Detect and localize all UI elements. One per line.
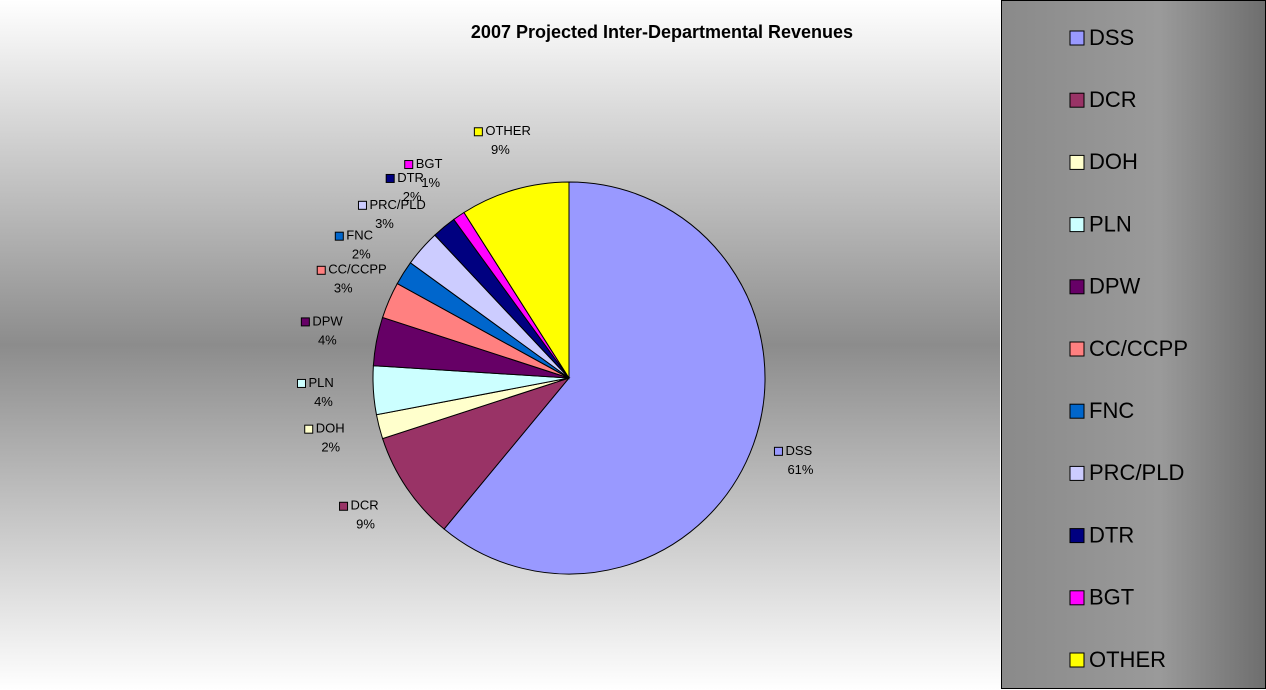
legend-swatch [1069,590,1085,606]
legend-swatch [1069,92,1085,108]
slice-label: PRC/PLD [369,197,425,212]
legend-swatch [1069,217,1085,233]
legend-label: CC/CCPP [1089,336,1188,361]
slice-value-label: 9% [491,142,510,157]
legend-label: FNC [1089,398,1134,423]
slice-value-label: 2% [403,189,422,204]
pie: DSS61%DCR9%DOH2%PLN4%DPW4%CC/CCPP3%FNC2%… [296,123,814,575]
label-marker [404,160,414,170]
slice-value-label: 2% [352,247,371,262]
slice-value-label: 3% [334,281,353,296]
legend-label: DOH [1089,149,1138,174]
label-marker [385,173,395,183]
slice-label: BGT [416,156,443,171]
legend-label: DSS [1089,25,1134,50]
legend-swatch [1069,652,1085,668]
legend-swatch [1069,465,1085,481]
pie-slice [443,181,766,575]
label-marker [296,378,306,388]
legend-label: PRC/PLD [1089,460,1184,485]
legend-label: BGT [1089,585,1134,610]
legend-label: DCR [1089,87,1137,112]
label-marker [773,446,783,456]
slice-label: DCR [351,498,379,513]
chart-title: 2007 Projected Inter-Departmental Revenu… [471,22,853,42]
legend-box [1001,0,1266,689]
slice-label: DPW [312,313,343,328]
label-marker [357,200,367,210]
label-marker [473,127,483,137]
label-marker [304,424,314,434]
legend-swatch [1069,154,1085,170]
legend-swatch [1069,528,1085,544]
slice-label: FNC [346,228,373,243]
slice-value-label: 4% [314,394,333,409]
legend-swatch [1069,341,1085,357]
legend: DSS DCR DOH PLN DPW CC/CCPP FNC PRC/PLD DTR BGT OT… [1069,25,1188,672]
label-marker [300,317,310,327]
legend-label: DTR [1089,522,1134,547]
slice-value-label: 61% [787,462,813,477]
legend-label: PLN [1089,211,1132,236]
slice-label: DOH [316,421,345,436]
slice-value-label: 9% [356,517,375,532]
slice-value-label: 3% [375,216,394,231]
legend-swatch [1069,30,1085,46]
slice-label: DSS [785,443,812,458]
pie-slice [381,376,571,530]
legend-label: DPW [1089,274,1141,299]
slice-label: DTR [397,170,424,185]
legend-label: OTHER [1089,647,1166,672]
label-marker [316,265,326,275]
slice-label: CC/CCPP [328,262,387,277]
slice-value-label: 4% [318,332,337,347]
label-marker [339,501,349,511]
slice-value-label: 2% [321,440,340,455]
legend-swatch [1069,279,1085,295]
slice-label: OTHER [485,123,530,138]
legend-swatch [1069,403,1085,419]
label-marker [334,231,344,241]
slice-value-label: 1% [421,175,440,190]
pie-slice [463,181,570,380]
slice-label: PLN [308,375,333,390]
